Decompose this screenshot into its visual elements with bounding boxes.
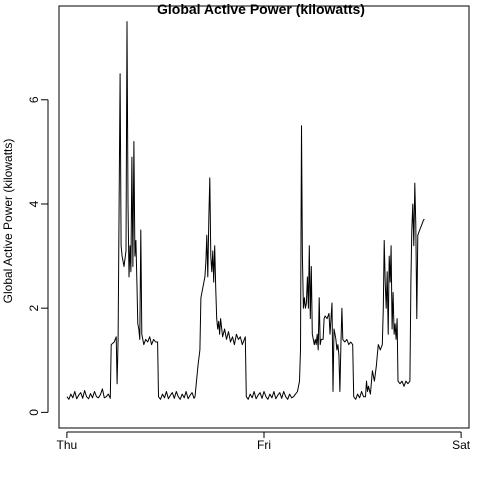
x-axis: Thu Fri Sat <box>57 431 471 452</box>
series-line-0 <box>66 21 425 400</box>
plot-area-frame <box>58 5 470 429</box>
y-axis-label: Global Active Power (kilowatts) <box>1 139 15 304</box>
y-tick-label-0: 0 <box>27 409 41 416</box>
x-tick-label-sat: Sat <box>452 438 471 452</box>
y-tick-label-2: 2 <box>27 305 41 312</box>
x-tick-label-fri: Fri <box>257 438 271 452</box>
y-tick-label-6: 6 <box>27 96 41 103</box>
chart-title: Global Active Power (kilowatts) <box>157 1 365 17</box>
x-tick-label-thu: Thu <box>57 438 78 452</box>
y-tick-label-4: 4 <box>27 200 41 207</box>
y-axis: 0 2 4 6 <box>27 96 49 416</box>
series-layer <box>66 21 425 400</box>
